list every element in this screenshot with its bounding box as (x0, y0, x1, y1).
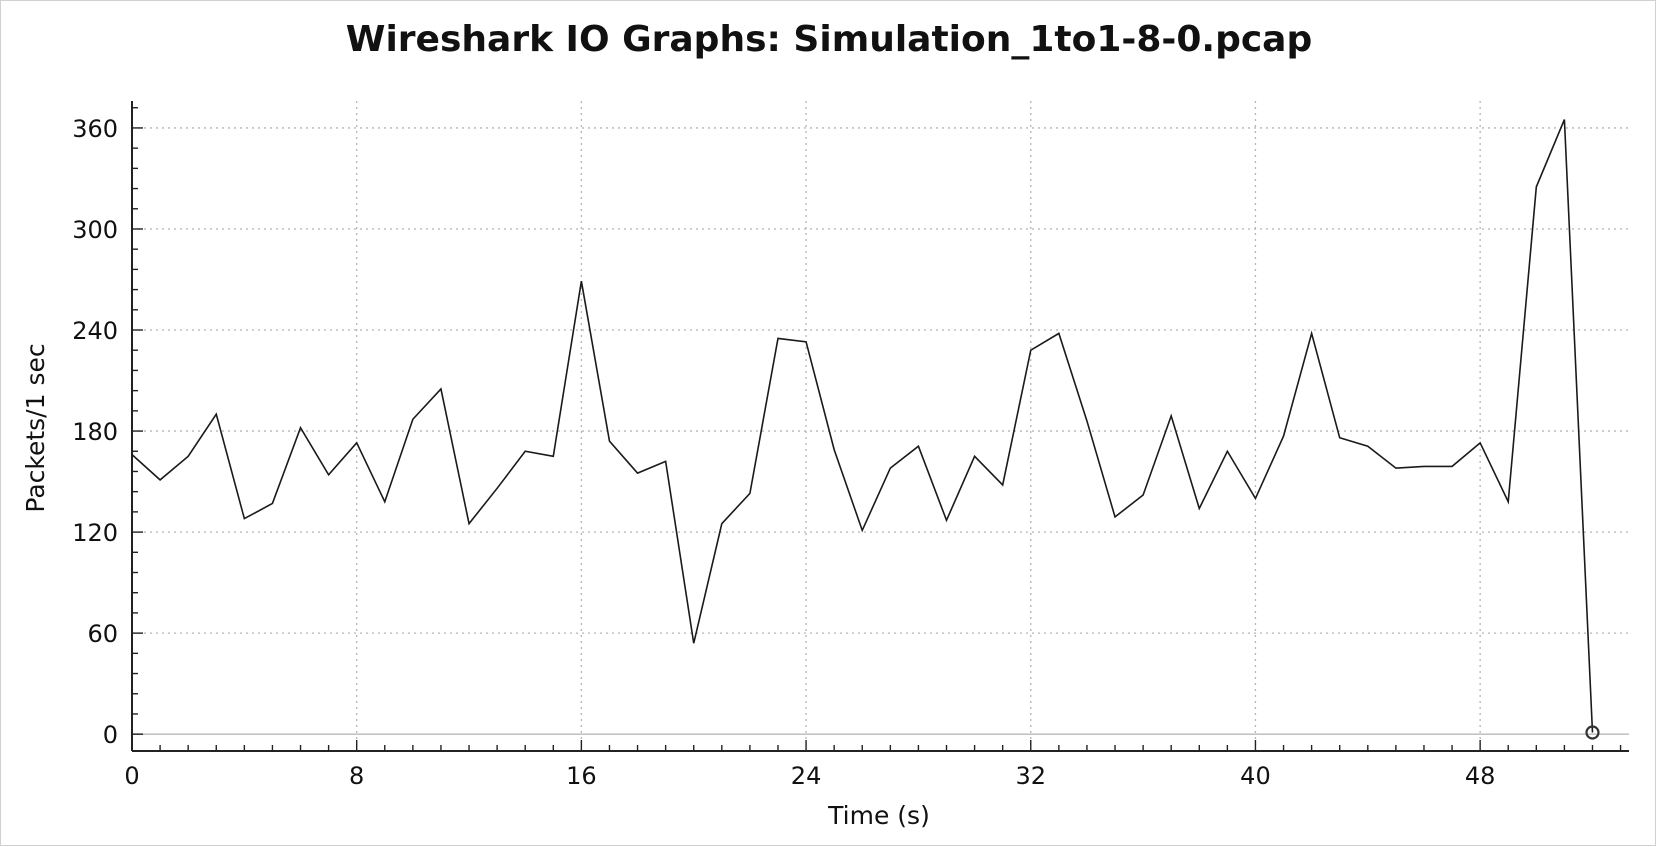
series-layer (131, 119, 1600, 740)
y-axis-ticks: 0 60 120 180 240 300 360 (72, 107, 143, 749)
y-tick-label: 0 (103, 721, 118, 749)
grid-lines (132, 101, 1629, 751)
x-tick-label: 0 (124, 762, 139, 790)
chart-title: Wireshark IO Graphs: Simulation_1to1-8-0… (346, 19, 1313, 60)
y-tick-label: 300 (72, 216, 118, 244)
y-tick-label: 120 (72, 519, 118, 547)
x-tick-label: 48 (1465, 762, 1496, 790)
x-tick-label: 40 (1240, 762, 1271, 790)
last-point-marker (1585, 725, 1600, 740)
x-tick-label: 32 (1015, 762, 1046, 790)
x-tick-label: 8 (349, 762, 364, 790)
y-tick-label: 60 (87, 620, 118, 648)
x-axis-ticks: 0 8 16 24 32 40 48 (124, 740, 1622, 790)
y-tick-label: 180 (72, 418, 118, 446)
x-tick-label: 24 (791, 762, 822, 790)
y-tick-label: 360 (72, 115, 118, 143)
y-axis-label: Packets/1 sec (21, 343, 50, 512)
y-tick-label: 240 (72, 317, 118, 345)
x-tick-label: 16 (566, 762, 597, 790)
series-line (131, 119, 1594, 733)
x-axis-label: Time (s) (827, 801, 930, 830)
